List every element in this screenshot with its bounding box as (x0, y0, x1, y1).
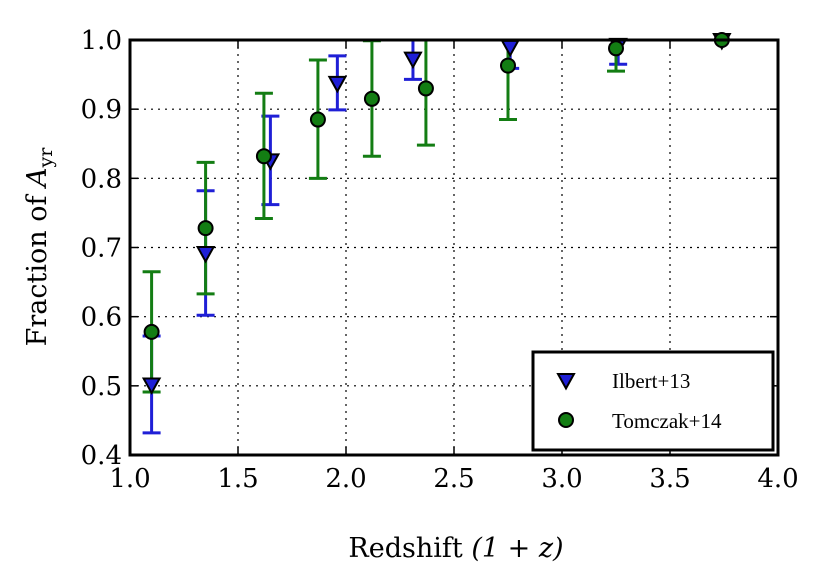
x-axis-label-prefix: Redshift (348, 533, 471, 564)
y-tick-label: 0.9 (81, 95, 122, 125)
data-point-ilbert (141, 377, 162, 395)
legend-label-ilbert: Ilbert+13 (612, 369, 690, 393)
data-point-tomczak (143, 323, 160, 340)
data-point-ilbert (195, 246, 216, 264)
data-point-ilbert (500, 39, 520, 58)
x-ticks: 1.0 1.5 2.0 2.5 3.0 3.5 4.0 (109, 40, 799, 494)
x-tick-label: 3.0 (541, 464, 582, 494)
y-ticks: 0.4 0.5 0.6 0.7 0.8 0.9 1.0 (81, 26, 778, 471)
y-tick-label: 1.0 (81, 26, 122, 56)
legend-box (531, 350, 775, 452)
data-point-tomczak (255, 148, 272, 165)
y-axis-label-prefix: Fraction of (22, 187, 53, 346)
data-point-tomczak (197, 220, 214, 237)
markers (141, 32, 732, 395)
legend-marker-ilbert (556, 373, 576, 391)
y-tick-label: 0.8 (81, 164, 122, 194)
data-point-tomczak (608, 40, 624, 57)
y-tick-label: 0.7 (81, 234, 122, 264)
data-point-tomczak (363, 90, 380, 107)
plot-frame (128, 38, 780, 457)
x-tick-label: 1.0 (109, 464, 150, 494)
y-tick-label: 0.6 (81, 303, 122, 333)
legend: Ilbert+13 Tomczak+14 (531, 350, 775, 452)
data-point-ilbert (403, 51, 423, 70)
legend-label-tomczak: Tomczak+14 (612, 409, 722, 433)
data-point-tomczak (309, 111, 326, 128)
y-tick-label: 0.4 (81, 441, 122, 471)
data-point-tomczak (417, 80, 434, 97)
x-tick-label: 1.5 (217, 464, 258, 494)
y-axis-label: Fraction of Ayr (22, 147, 57, 347)
plot-data (141, 32, 732, 435)
legend-marker-tomczak (558, 412, 574, 428)
x-axis-label-math: (1 + z) (471, 533, 563, 564)
y-tick-label: 0.5 (81, 372, 122, 402)
y-axis-label-subscript: yr (35, 147, 57, 169)
legend-triangle-marker (556, 373, 576, 391)
x-tick-label: 3.5 (649, 464, 690, 494)
data-point-ilbert (327, 75, 348, 94)
x-tick-label: 4.0 (757, 464, 798, 494)
y-axis-label-symbol: A (22, 167, 53, 190)
legend-circle-marker (558, 412, 574, 428)
x-axis-label: Redshift (1 + z) (348, 533, 563, 564)
x-tick-label: 2.0 (325, 464, 366, 494)
x-tick-label: 2.5 (433, 464, 474, 494)
data-point-tomczak (500, 57, 516, 74)
